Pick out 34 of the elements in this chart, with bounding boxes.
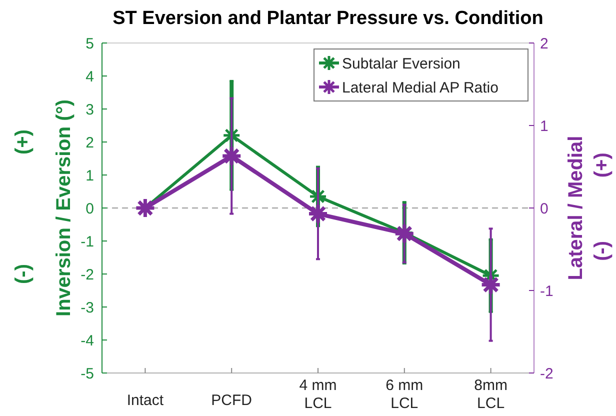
y2-tick-label: -2 (540, 365, 554, 382)
x-tick-label: 8mm LCL (474, 377, 508, 412)
chart-title: ST Eversion and Plantar Pressure vs. Condition (112, 8, 544, 29)
y-tick-label: 2 (86, 134, 94, 152)
legend-label: Subtalar Eversion (342, 55, 460, 72)
x-tick-label: Intact (126, 392, 164, 409)
text: (-) (591, 240, 613, 261)
y2-axis-title: Lateral / Medial (565, 136, 587, 280)
text: (+) (591, 152, 613, 178)
point (394, 222, 416, 244)
y-tick-label: -2 (80, 266, 94, 284)
y2-tick-label: 1 (540, 118, 548, 135)
y-tick-label: 4 (86, 68, 94, 86)
text: (+) (12, 130, 34, 154)
y-axis-title: Inversion / Eversion (°) (53, 100, 75, 316)
x-tick-label: 6 mm LCL (386, 377, 424, 412)
x-tick-label: PCFD (211, 392, 252, 409)
y-tick-label: -5 (80, 365, 94, 382)
y-tick-label: -4 (80, 332, 94, 350)
point (307, 203, 329, 225)
y-tick-label: 5 (86, 35, 94, 52)
y-tick-label: -3 (80, 299, 94, 316)
point (220, 145, 242, 167)
text: (-) (12, 264, 34, 284)
x-tick-label: 4 mm LCL (299, 377, 337, 412)
y2-tick-label: 0 (540, 200, 548, 218)
y-tick-label: 1 (86, 167, 94, 184)
legend-label: Lateral Medial AP Ratio (342, 79, 498, 96)
point (480, 274, 502, 296)
y2-tick-label: 2 (540, 35, 548, 52)
y-tick-label: 3 (86, 101, 94, 118)
y-tick-label: -1 (80, 233, 94, 250)
y-tick-label: 0 (86, 200, 94, 218)
y2-tick-label: -1 (540, 282, 554, 300)
